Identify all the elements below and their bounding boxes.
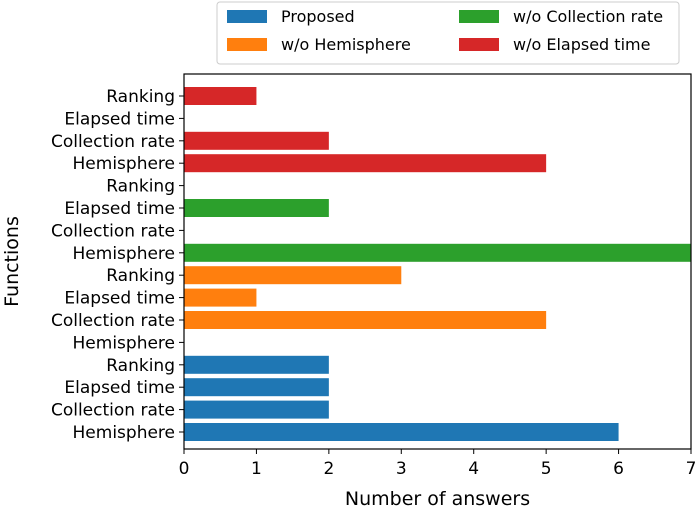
x-tick-label-4: 4 (468, 459, 479, 479)
bar-w-o-elapsed-time-collection-rate (184, 131, 329, 150)
y-tick-label-proposed-hemisphere: Hemisphere (73, 423, 175, 443)
y-tick-label-w-o-collection-rate-collection-rate: Collection rate (51, 221, 175, 241)
legend-entry-wo-hemisphere: w/o Hemisphere (227, 35, 411, 54)
y-tick-label-w-o-elapsed-time-elapsed-time: Elapsed time (64, 109, 175, 129)
y-tick-label-w-o-elapsed-time-ranking: Ranking (106, 87, 175, 107)
x-tick-label-0: 0 (179, 459, 190, 479)
y-tick-label-w-o-hemisphere-elapsed-time: Elapsed time (64, 289, 175, 309)
y-tick-label-w-o-hemisphere-ranking: Ranking (106, 266, 175, 286)
bar-w-o-hemisphere-ranking (184, 266, 402, 285)
bar-w-o-elapsed-time-hemisphere (184, 154, 547, 173)
legend-label-proposed: Proposed (281, 7, 355, 26)
y-tick-label-w-o-hemisphere-collection-rate: Collection rate (51, 311, 175, 331)
bar-w-o-hemisphere-elapsed-time (184, 288, 257, 307)
bar-proposed-elapsed-time (184, 378, 329, 397)
legend-label-wo-collection-rate: w/o Collection rate (513, 7, 663, 26)
bar-w-o-collection-rate-hemisphere (184, 243, 691, 262)
y-tick-label-w-o-elapsed-time-collection-rate: Collection rate (51, 132, 175, 152)
x-tick-label-7: 7 (686, 459, 697, 479)
x-axis-title: Number of answers (345, 488, 530, 510)
plot-frame (183, 73, 692, 450)
legend-swatch-wo-elapsed-time (459, 38, 499, 51)
x-tick-label-5: 5 (541, 459, 552, 479)
bar-proposed-collection-rate (184, 400, 329, 419)
legend-swatch-wo-collection-rate (459, 10, 499, 23)
legend-entry-proposed: Proposed (227, 7, 355, 26)
y-tick-label-w-o-elapsed-time-hemisphere: Hemisphere (73, 154, 175, 174)
legend: Proposed w/o Collection rate w/o Hemisph… (216, 1, 680, 65)
y-tick-label-w-o-collection-rate-elapsed-time: Elapsed time (64, 199, 175, 219)
legend-swatch-wo-hemisphere (227, 38, 267, 51)
x-tick-label-2: 2 (323, 459, 334, 479)
x-tick-label-6: 6 (613, 459, 624, 479)
y-tick-label-w-o-collection-rate-hemisphere: Hemisphere (73, 244, 175, 264)
bars (184, 87, 691, 441)
bar-w-o-collection-rate-elapsed-time (184, 199, 329, 217)
legend-label-wo-elapsed-time: w/o Elapsed time (513, 35, 650, 54)
y-tick-label-proposed-collection-rate: Collection rate (51, 401, 175, 421)
bar-proposed-ranking (184, 355, 329, 374)
bar-w-o-elapsed-time-ranking (184, 87, 257, 105)
y-tick-label-w-o-hemisphere-hemisphere: Hemisphere (73, 333, 175, 353)
legend-entry-wo-collection-rate: w/o Collection rate (459, 7, 663, 26)
x-tick-label-3: 3 (396, 459, 407, 479)
x-tick-label-1: 1 (251, 459, 262, 479)
legend-swatch-proposed (227, 10, 267, 23)
y-tick-label-proposed-ranking: Ranking (106, 356, 175, 376)
legend-label-wo-hemisphere: w/o Hemisphere (281, 35, 411, 54)
y-tick-label-proposed-elapsed-time: Elapsed time (64, 378, 175, 398)
y-tick-label-w-o-collection-rate-ranking: Ranking (106, 177, 175, 197)
bar-w-o-hemisphere-collection-rate (184, 311, 547, 329)
legend-frame (216, 1, 680, 65)
x-axis-ticks: 0 1 2 3 4 5 6 7 (179, 449, 697, 479)
y-axis-title: Functions (1, 216, 23, 307)
legend-entry-wo-elapsed-time: w/o Elapsed time (459, 35, 650, 54)
bar-proposed-hemisphere (184, 423, 619, 441)
